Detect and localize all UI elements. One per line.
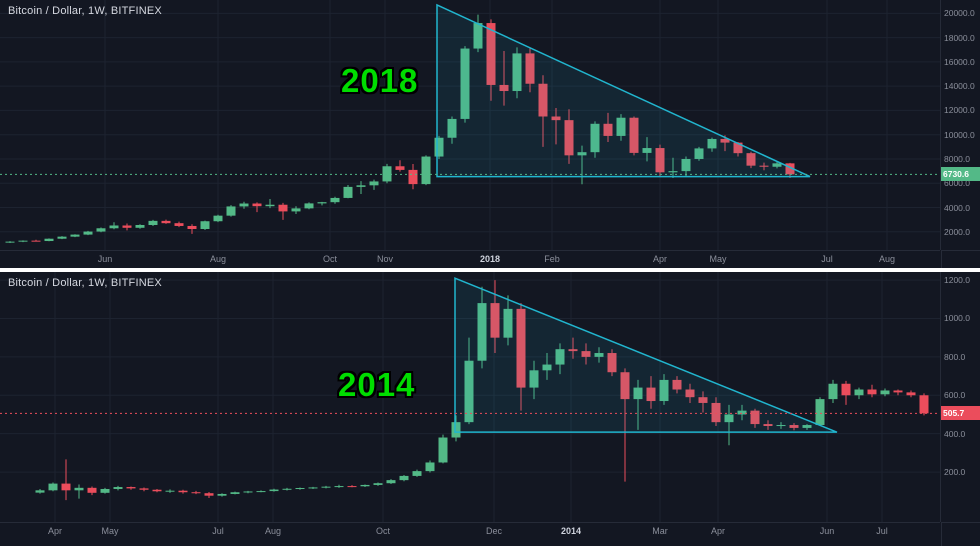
time-axis-label: Nov: [376, 254, 394, 264]
time-axis-label: May: [709, 254, 727, 264]
price-axis-label: 6000.0: [944, 178, 970, 189]
descending-triangle-drawing[interactable]: [454, 277, 838, 433]
time-axis-label: 2018: [479, 254, 501, 264]
time-axis-label: Apr: [47, 526, 63, 536]
price-axis-label: 12000.0: [944, 105, 975, 116]
price-axis-2018[interactable]: 20000.0 18000.0 16000.0 14000.0 12000.0 10000…: [940, 0, 980, 250]
time-axis-label: Jun: [819, 526, 835, 536]
time-axis-label: Jul: [212, 526, 224, 536]
year-annotation-2018[interactable]: 2018: [341, 62, 419, 99]
symbol-title: Bitcoin / Dollar, 1W, BITFINEX: [8, 5, 162, 17]
time-axis-label: Aug: [264, 526, 282, 536]
time-axis-label: Feb: [544, 254, 560, 264]
pane-divider[interactable]: [0, 268, 980, 272]
time-axis-label: Jul: [821, 254, 833, 264]
year-annotation-2014[interactable]: 2014: [338, 366, 416, 403]
time-axis-label: Aug: [878, 254, 896, 264]
symbol-title: Bitcoin / Dollar, 1W, BITFINEX: [8, 277, 162, 289]
price-axis-label: 1200.0: [944, 275, 970, 286]
chart-canvas-2014[interactable]: [0, 272, 940, 522]
price-axis-label: 200.0: [944, 467, 966, 478]
grid: [0, 272, 940, 522]
time-axis-label: 2014: [560, 526, 582, 536]
time-axis-label: Mar: [652, 526, 668, 536]
time-axis-label: Oct: [322, 254, 338, 264]
price-axis-label: 600.0: [944, 390, 966, 401]
price-axis-label: 16000.0: [944, 56, 975, 67]
candles-layer: [5, 14, 795, 243]
chart-pane-2014: 1200.0 1000.0 800.0 600.0 400.0 200.0 505.7 Ap…: [0, 272, 980, 546]
time-axis-label: Jun: [97, 254, 113, 264]
price-axis-2014[interactable]: 1200.0 1000.0 800.0 600.0 400.0 200.0 505.7: [940, 272, 980, 522]
last-price-badge: 6730.6: [941, 167, 980, 182]
time-axis-label: Oct: [375, 526, 391, 536]
price-axis-label: 20000.0: [944, 8, 975, 19]
price-axis-label: 400.0: [944, 428, 966, 439]
time-axis-2018[interactable]: Jun Aug Oct Nov 2018 Feb Apr May Jul Aug: [0, 250, 940, 268]
time-axis-label: May: [101, 526, 119, 536]
price-axis-label: 1000.0: [944, 313, 970, 324]
descending-triangle-drawing[interactable]: [436, 3, 811, 178]
time-axis-label: Dec: [485, 526, 503, 536]
last-price-badge: 505.7: [941, 406, 980, 421]
price-axis-label: 800.0: [944, 351, 966, 362]
price-axis-label: 4000.0: [944, 202, 970, 213]
chart-pane-2018: 20000.0 18000.0 16000.0 14000.0 12000.0 10000…: [0, 0, 980, 268]
price-axis-label: 8000.0: [944, 153, 970, 164]
axis-corner: [941, 250, 980, 268]
chart-canvas-2018[interactable]: [0, 0, 940, 250]
grid: [0, 0, 940, 250]
price-axis-label: 2000.0: [944, 226, 970, 237]
time-axis-2014[interactable]: Apr May Jul Aug Oct Dec 2014 Mar Apr Jun Jul: [0, 522, 940, 546]
time-axis-label: Apr: [710, 526, 726, 536]
candles-layer: [35, 280, 929, 501]
time-axis-label: Apr: [652, 254, 668, 264]
axis-corner: [941, 522, 980, 546]
price-axis-label: 14000.0: [944, 81, 975, 92]
price-axis-label: 10000.0: [944, 129, 975, 140]
time-axis-label: Aug: [209, 254, 227, 264]
price-axis-label: 18000.0: [944, 32, 975, 43]
time-axis-label: Jul: [876, 526, 888, 536]
